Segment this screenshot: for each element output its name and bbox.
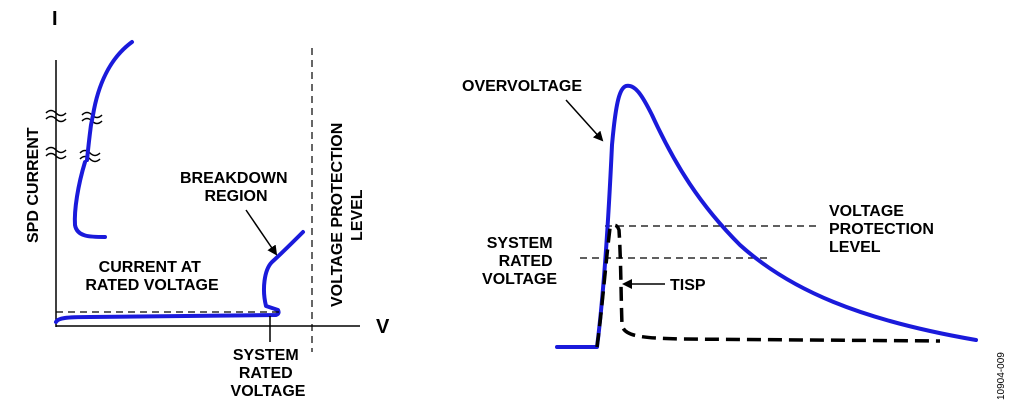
left-vi-panel: I V SPD CURRENT VOLTAGE PROTECTION LEVEL	[25, 8, 390, 400]
voltage-protection-label: VOLTAGE PROTECTION LEVEL	[329, 118, 366, 307]
overvoltage-arrow	[565, 99, 604, 142]
vi-characteristic-curve	[54, 230, 305, 324]
tisp-waveform	[595, 223, 941, 348]
overvoltage-label: OVERVOLTAGE	[462, 78, 582, 95]
overvoltage-waveform	[555, 83, 978, 349]
right-waveform-panel: OVERVOLTAGE VOLTAGE PROTECTION LEVEL SYS…	[462, 78, 978, 349]
current-at-rated-voltage-label: CURRENT AT RATED VOLTAGE	[85, 259, 219, 294]
spd-current-upper-curve	[85, 40, 134, 162]
spd-current-lower-curve	[72, 160, 107, 239]
right-protection-level-label: VOLTAGE PROTECTION LEVEL	[829, 203, 938, 256]
left-x-axis-label: V	[376, 316, 390, 338]
tisp-label: TISP	[670, 277, 706, 294]
left-system-rated-voltage-label: SYSTEM RATED VOLTAGE	[231, 347, 306, 400]
right-system-rated-voltage-label: SYSTEM RATED VOLTAGE	[482, 235, 557, 288]
breakdown-region-label: BREAKDOWN REGION	[180, 170, 292, 205]
axis-break-marks	[45, 109, 103, 163]
left-y-axis-label: I	[52, 8, 58, 30]
figure-id: 10904-009	[996, 352, 1007, 400]
breakdown-arrow	[245, 209, 278, 256]
spd-current-label: SPD CURRENT	[25, 127, 42, 243]
